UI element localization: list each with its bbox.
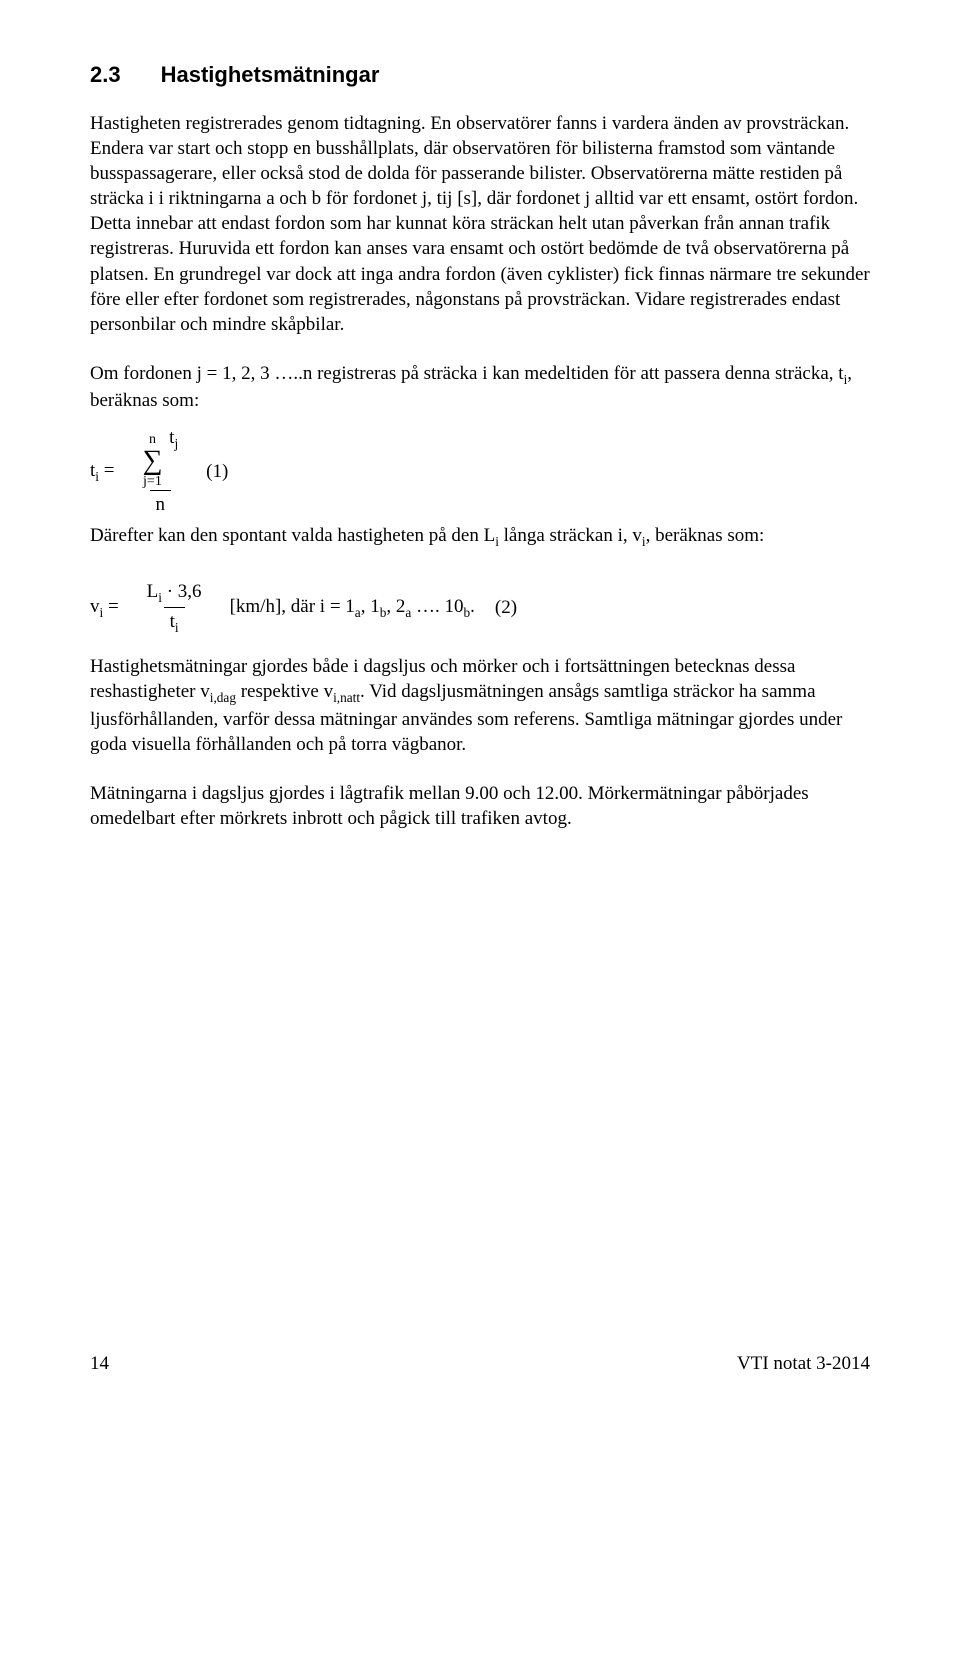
equals: = — [108, 596, 119, 617]
text: långa sträckan i, v — [499, 525, 642, 546]
text: Därefter kan den spontant valda hastighe… — [90, 525, 495, 546]
formula-lhs: ti = — [90, 458, 114, 485]
page-footer: 14 VTI notat 3-2014 — [90, 1351, 870, 1376]
paragraph-intro: Hastigheten registrerades genom tidtagni… — [90, 111, 870, 337]
equals: = — [104, 460, 115, 481]
formula-tag: (2) — [495, 595, 517, 620]
doc-id: VTI notat 3-2014 — [737, 1351, 870, 1376]
paragraph-speed: Därefter kan den spontant valda hastighe… — [90, 523, 870, 550]
section-heading: 2.3 Hastighetsmätningar — [90, 60, 870, 89]
formula-unit: [km/h], där i = 1a, 1b, 2a …. 10b. — [230, 594, 475, 621]
paragraph-timing: Mätningarna i dagsljus gjordes i lågtraf… — [90, 781, 870, 831]
subscript: i — [175, 620, 179, 635]
formula-speed: vi = Li · 3,6 ti [km/h], där i = 1a, 1b,… — [90, 579, 870, 637]
text: , 1 — [361, 596, 380, 617]
sum-term: tj — [169, 427, 178, 448]
subscript: i — [100, 605, 104, 620]
denominator: n — [150, 490, 172, 517]
formula-mean-time: ti = n ∑ j=1 tj n (1) — [90, 425, 870, 517]
fraction: n ∑ j=1 tj n — [138, 425, 182, 517]
var: v — [90, 596, 100, 617]
summation: n ∑ j=1 — [142, 433, 162, 489]
text: …. 10 — [411, 596, 463, 617]
subscript: i,natt — [333, 690, 360, 705]
var: L — [147, 581, 159, 602]
numerator: Li · 3,6 — [143, 579, 206, 607]
sigma-icon: ∑ — [142, 447, 162, 475]
denominator: ti — [164, 607, 185, 636]
fraction: Li · 3,6 ti — [143, 579, 206, 637]
section-number: 2.3 — [90, 62, 121, 87]
numerator: n ∑ j=1 tj — [138, 425, 182, 490]
paragraph-mean-time: Om fordonen j = 1, 2, 3 …..n registreras… — [90, 361, 870, 413]
subscript: i,dag — [210, 690, 236, 705]
text: Om fordonen j = 1, 2, 3 …..n registreras… — [90, 363, 844, 384]
page-number: 14 — [90, 1351, 109, 1376]
sum-lower: j=1 — [143, 475, 162, 489]
text: . — [470, 596, 475, 617]
formula-tag: (1) — [206, 459, 228, 484]
paragraph-conditions: Hastighetsmätningar gjordes både i dagsl… — [90, 654, 870, 757]
subscript: j — [174, 436, 178, 451]
text: , 2 — [386, 596, 405, 617]
formula-lhs: vi = — [90, 594, 119, 621]
subscript: i — [95, 468, 99, 483]
mult: · 3,6 — [162, 581, 202, 602]
text: , beräknas som: — [646, 525, 765, 546]
text: [km/h], där i = 1 — [230, 596, 355, 617]
section-title: Hastighetsmätningar — [161, 62, 380, 87]
text: respektive v — [236, 681, 333, 702]
